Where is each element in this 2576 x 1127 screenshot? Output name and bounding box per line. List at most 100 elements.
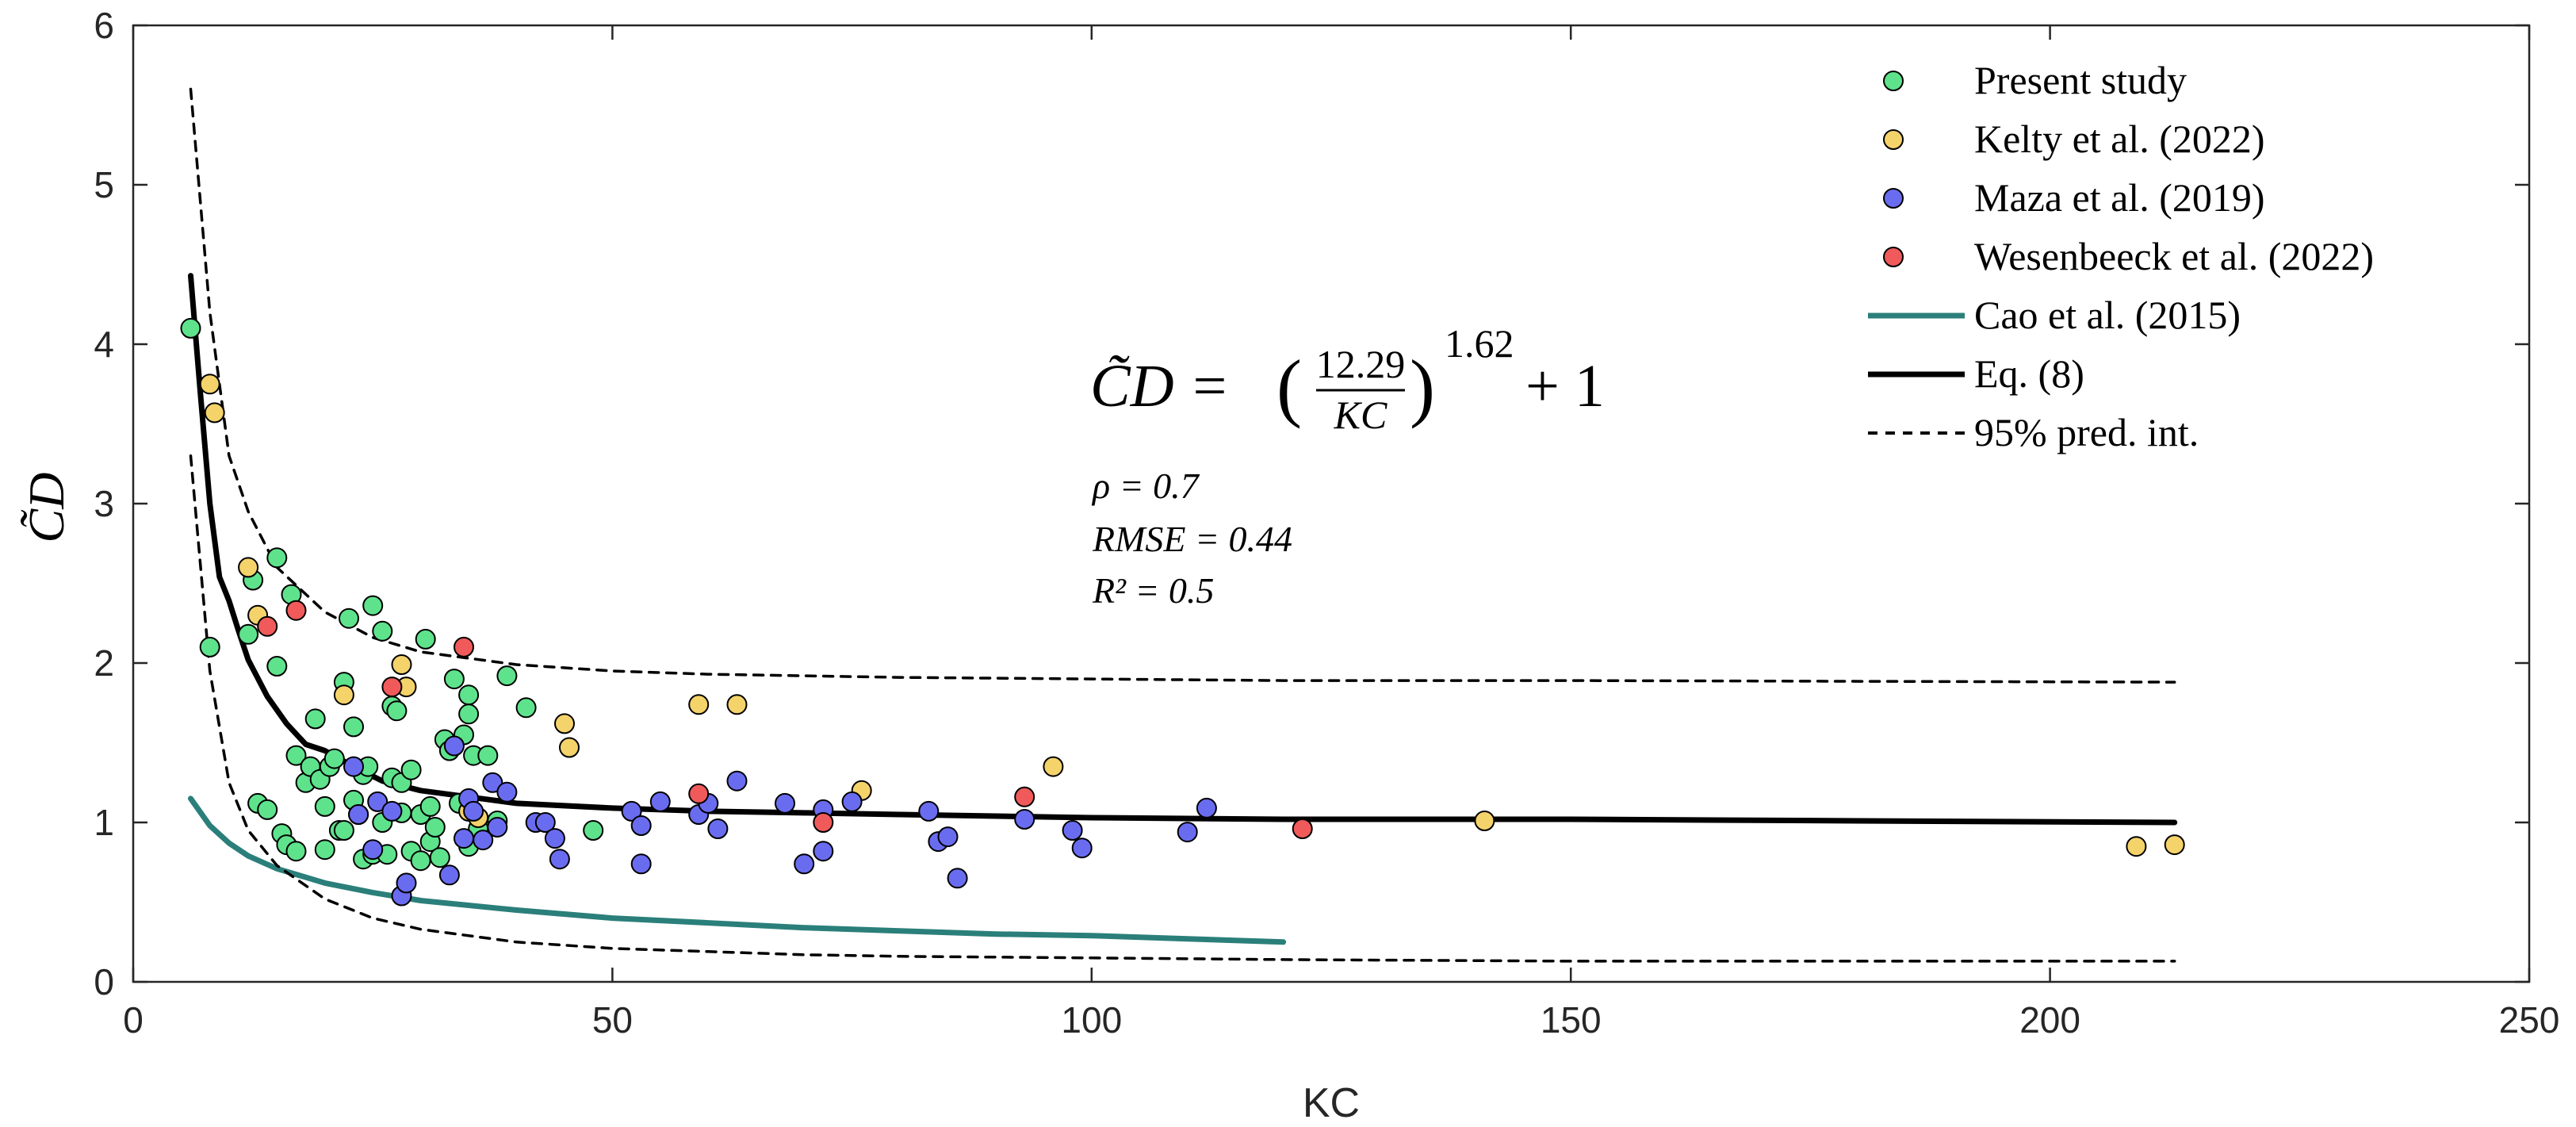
- equation: C̃D = ( 12.29 KC ) 1.62 + 1: [1090, 321, 1605, 437]
- data-point-wesenbeeck-et-al-2022: [381, 677, 403, 698]
- data-point-kelty-et-al-2022: [2164, 834, 2185, 856]
- data-point-maza-et-al-2019: [362, 839, 384, 861]
- data-point-maza-et-al-2019: [1062, 820, 1083, 841]
- x-tick-label: 50: [592, 999, 633, 1041]
- data-point-present-study: [410, 850, 431, 872]
- data-point-maza-et-al-2019: [621, 800, 642, 822]
- data-point-wesenbeeck-et-al-2022: [1292, 818, 1313, 839]
- data-point-kelty-et-al-2022: [204, 402, 225, 424]
- data-point-present-study: [199, 636, 220, 657]
- data-point-present-study: [419, 795, 441, 817]
- x-tick-label: 200: [2019, 999, 2080, 1041]
- y-tick-label: 0: [94, 961, 114, 1002]
- data-point-present-study: [238, 623, 259, 645]
- ticks-layer: 0 50 100 150 200 250 0 1 2 3 4 5 6: [94, 5, 2559, 1041]
- data-point-present-study: [458, 684, 480, 706]
- legend-label-kelty: Kelty et al. (2022): [1974, 117, 2265, 161]
- data-point-present-study: [415, 628, 436, 650]
- data-point-present-study: [362, 595, 384, 616]
- stat-r2: R² = 0.5: [1092, 570, 1214, 611]
- data-point-maza-et-al-2019: [549, 849, 570, 870]
- y-tick-label: 3: [94, 483, 114, 524]
- series-line-95-pred-int-lower: [189, 454, 2176, 963]
- data-point-kelty-et-al-2022: [391, 654, 412, 675]
- data-point-present-study: [386, 700, 408, 722]
- data-point-present-study: [339, 608, 359, 629]
- legend-marker-maza: [1883, 188, 1904, 209]
- data-point-maza-et-al-2019: [794, 853, 815, 875]
- stat-rho: ρ = 0.7: [1091, 466, 1200, 506]
- data-point-wesenbeeck-et-al-2022: [813, 812, 834, 833]
- data-point-present-study: [314, 839, 335, 861]
- data-point-maza-et-al-2019: [726, 770, 748, 792]
- data-point-wesenbeeck-et-al-2022: [454, 636, 474, 657]
- data-point-wesenbeeck-et-al-2022: [285, 600, 307, 621]
- data-point-maza-et-al-2019: [918, 800, 940, 822]
- data-point-present-study: [515, 697, 537, 719]
- data-point-maza-et-al-2019: [367, 791, 389, 812]
- data-point-kelty-et-al-2022: [238, 557, 259, 578]
- data-point-maza-et-al-2019: [1177, 822, 1198, 843]
- data-point-present-study: [496, 665, 518, 687]
- equation-denominator: KC: [1334, 393, 1388, 437]
- data-point-maza-et-al-2019: [813, 841, 834, 862]
- data-point-present-study: [180, 317, 201, 339]
- data-point-present-study: [257, 799, 278, 820]
- data-point-maza-et-al-2019: [937, 826, 959, 848]
- data-point-maza-et-al-2019: [438, 864, 460, 886]
- data-point-present-study: [458, 703, 480, 725]
- data-point-maza-et-al-2019: [1196, 797, 1217, 818]
- data-point-kelty-et-al-2022: [559, 737, 580, 758]
- legend-label-cao: Cao et al. (2015): [1974, 293, 2241, 337]
- y-tick-label: 5: [94, 164, 114, 205]
- data-point-maza-et-al-2019: [496, 781, 518, 803]
- equation-close-paren: ): [1410, 344, 1435, 429]
- data-point-maza-et-al-2019: [348, 804, 369, 825]
- data-point-maza-et-al-2019: [343, 756, 364, 777]
- points-layer: [180, 317, 2185, 907]
- data-point-maza-et-al-2019: [396, 872, 417, 894]
- data-point-maza-et-al-2019: [381, 800, 403, 822]
- data-point-present-study: [429, 847, 450, 868]
- legend-marker-wesenbeeck: [1883, 247, 1904, 267]
- data-point-maza-et-al-2019: [649, 791, 671, 812]
- data-point-maza-et-al-2019: [482, 772, 503, 793]
- series-line-cao-et-al-2015: [188, 795, 1287, 945]
- x-tick-label: 250: [2499, 999, 2560, 1041]
- x-axis-title: KC: [1303, 1080, 1360, 1126]
- data-point-maza-et-al-2019: [454, 828, 474, 849]
- data-point-maza-et-al-2019: [841, 791, 863, 812]
- data-point-maza-et-al-2019: [544, 828, 565, 849]
- data-point-maza-et-al-2019: [487, 817, 508, 838]
- data-point-present-study: [314, 795, 335, 817]
- data-point-kelty-et-al-2022: [688, 694, 710, 715]
- data-point-maza-et-al-2019: [1014, 809, 1035, 830]
- data-point-present-study: [372, 620, 393, 642]
- legend-label-wesenbeeck: Wesenbeeck et al. (2022): [1974, 234, 2374, 278]
- equation-open-paren: (: [1277, 344, 1302, 429]
- data-point-kelty-et-al-2022: [2126, 836, 2147, 857]
- data-point-present-study: [333, 820, 354, 841]
- data-point-kelty-et-al-2022: [1043, 756, 1064, 777]
- data-point-present-study: [266, 656, 288, 677]
- data-point-present-study: [477, 745, 499, 766]
- data-point-kelty-et-al-2022: [1474, 811, 1495, 831]
- x-tick-label: 0: [123, 999, 144, 1041]
- data-point-kelty-et-al-2022: [554, 713, 575, 734]
- data-point-wesenbeeck-et-al-2022: [688, 783, 710, 804]
- legend-label-maza: Maza et al. (2019): [1974, 175, 2265, 220]
- data-point-present-study: [285, 841, 307, 862]
- legend-marker-kelty: [1883, 129, 1904, 150]
- data-point-present-study: [285, 745, 307, 766]
- legend-label-pred-int: 95% pred. int.: [1974, 410, 2199, 454]
- data-point-wesenbeeck-et-al-2022: [1014, 786, 1035, 807]
- data-point-maza-et-al-2019: [463, 800, 484, 822]
- data-point-maza-et-al-2019: [775, 792, 795, 814]
- y-tick-label: 2: [94, 642, 114, 684]
- x-tick-label: 100: [1061, 999, 1122, 1041]
- legend-label-eq8: Eq. (8): [1974, 351, 2084, 396]
- stats-block: ρ = 0.7 RMSE = 0.44 R² = 0.5: [1091, 466, 1292, 611]
- data-point-present-study: [304, 708, 326, 730]
- equation-tail: + 1: [1525, 353, 1605, 420]
